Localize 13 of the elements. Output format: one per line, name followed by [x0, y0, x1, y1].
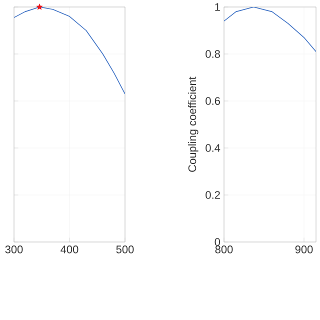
y-tick-label: 0.2 — [206, 191, 220, 199]
x-tick-label: 900 — [295, 246, 313, 254]
y-tick-label: 0 — [214, 238, 220, 246]
y-tick-label: 0.6 — [206, 97, 220, 105]
line-series — [224, 6, 316, 52]
x-tick-label: 300 — [5, 246, 23, 254]
y-axis-title: Coupling coefficient — [188, 76, 198, 172]
x-tick-label: 500 — [116, 246, 134, 254]
y-tick-label: 1 — [215, 3, 220, 11]
x-tick-label: 800 — [215, 246, 233, 254]
x-tick-label: 400 — [60, 246, 78, 254]
y-tick-label: 0.4 — [206, 144, 220, 152]
y-tick-label: 0.8 — [206, 50, 220, 58]
